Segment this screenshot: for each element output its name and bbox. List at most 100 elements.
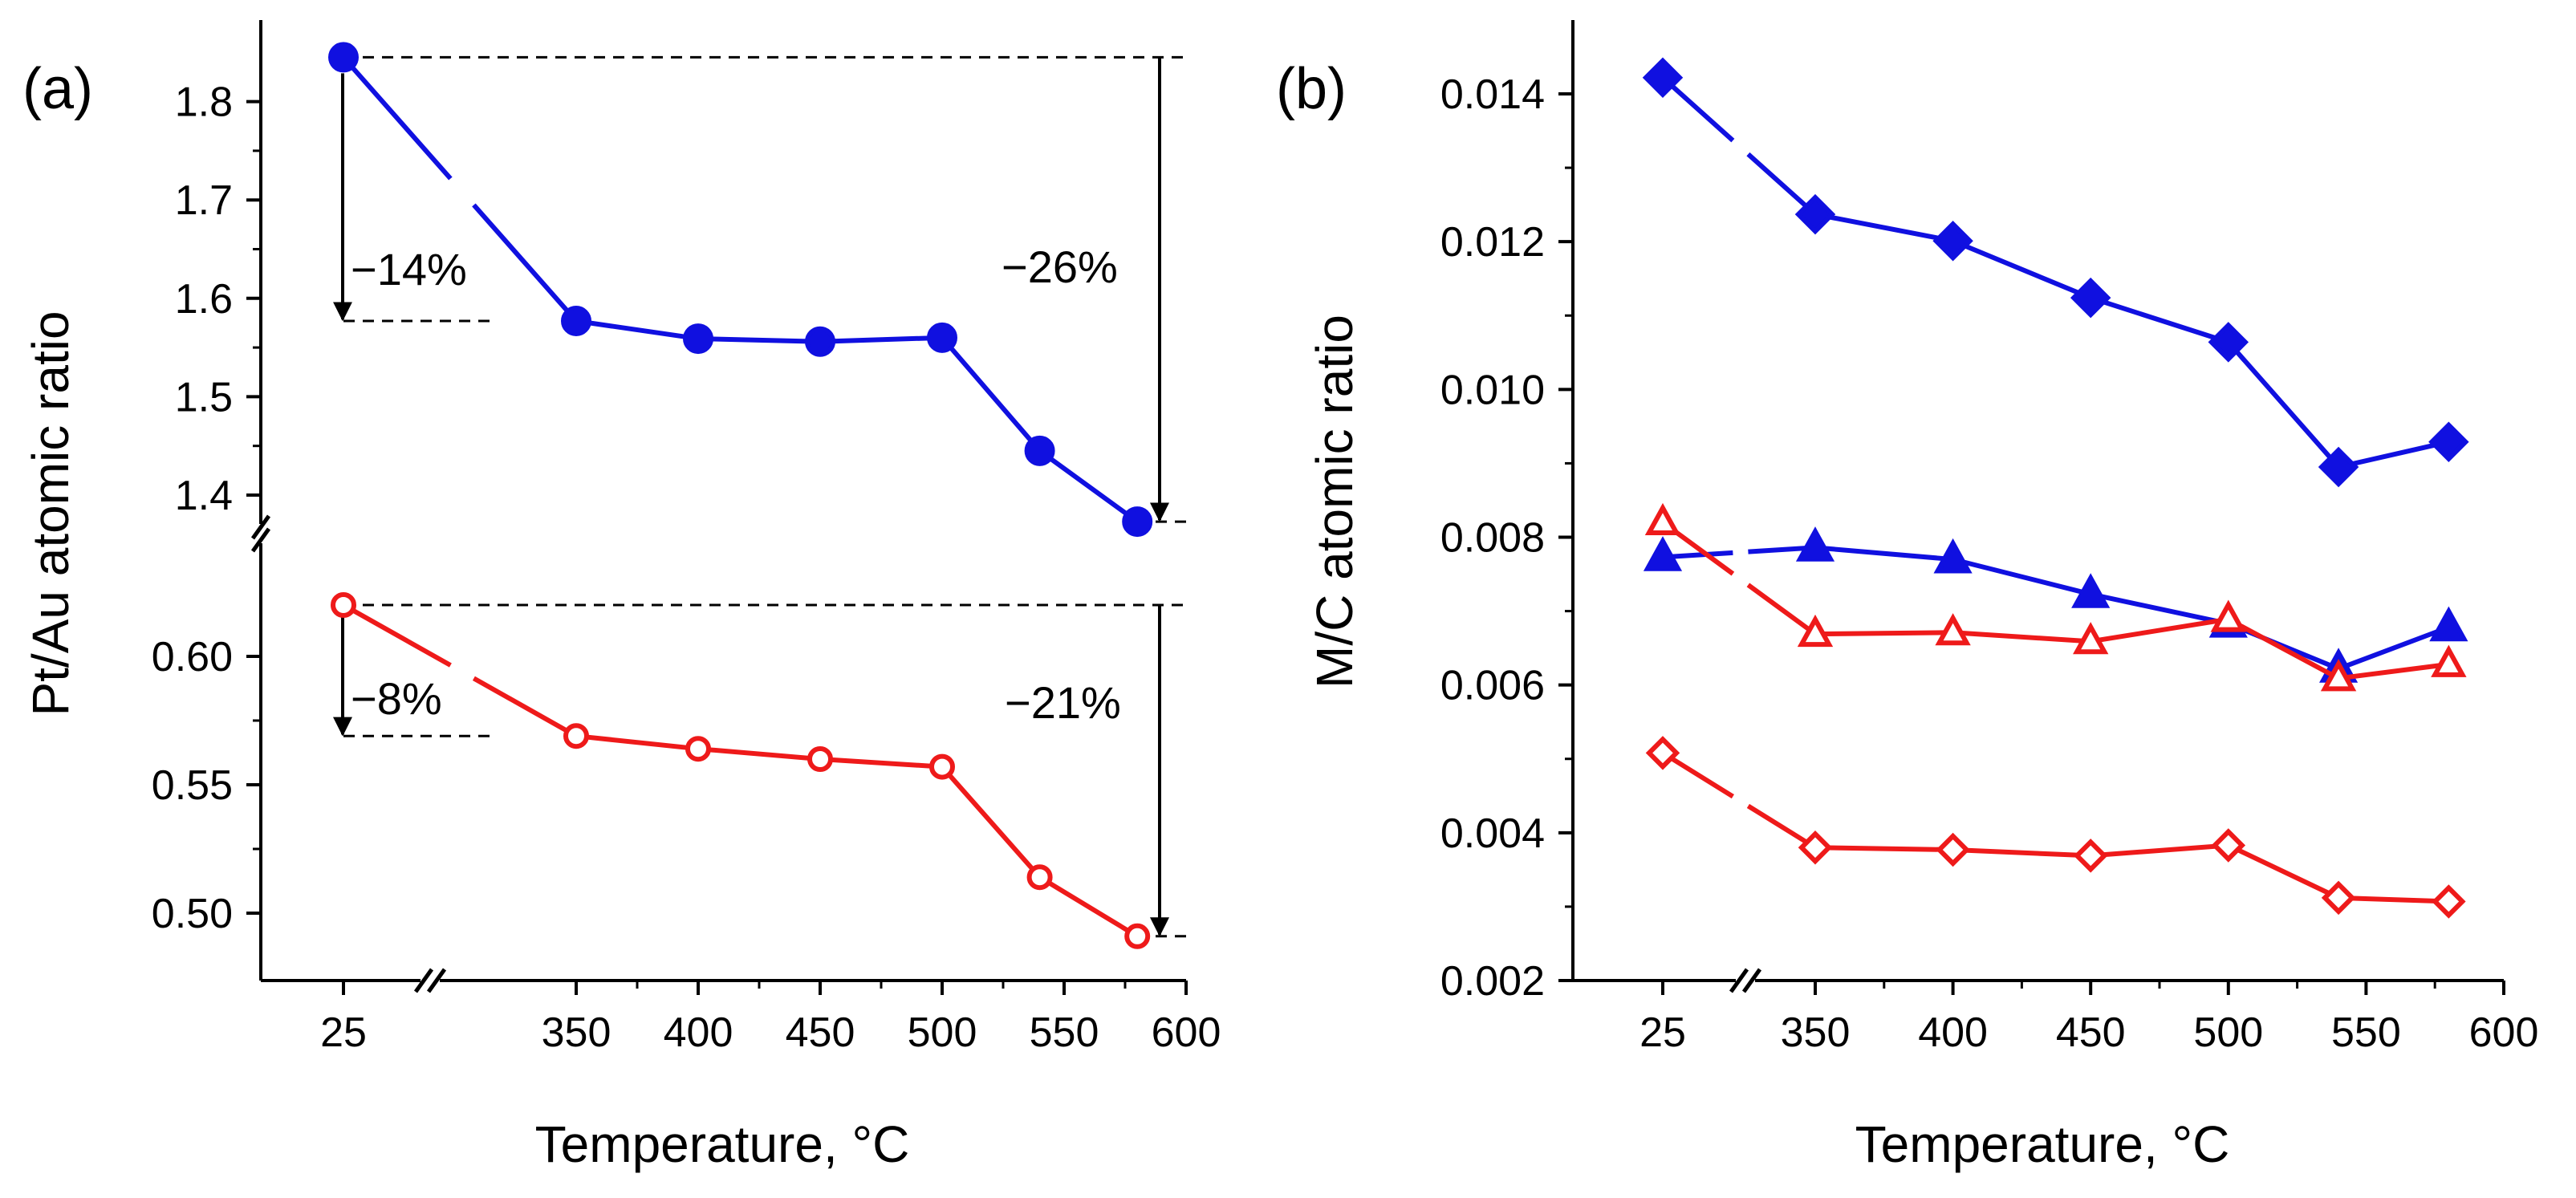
panel-a-y-axis-title: Pt/Au atomic ratio bbox=[22, 311, 79, 716]
panel-b-x-tick-label: 500 bbox=[2193, 1009, 2263, 1056]
panel-b-x-tick-label: 400 bbox=[1918, 1009, 1988, 1056]
panel-b-point-blue-triangle-400 bbox=[1933, 538, 1973, 574]
panel-a-x-tick-label: 25 bbox=[320, 1009, 367, 1056]
panel-a-x-tick-label: 400 bbox=[664, 1009, 733, 1056]
panel-b-point-blue-diamond-540 bbox=[2318, 446, 2359, 488]
panel-a-y-tick-label-upper: 1.7 bbox=[175, 177, 233, 224]
panel-a-point-upper-400 bbox=[683, 323, 713, 355]
panel-a-y-axis-break-slash-0 bbox=[250, 514, 271, 540]
panel-a-x-axis-break-slash-1 bbox=[426, 968, 447, 993]
panel-a-y-tick-label-lower: 0.55 bbox=[152, 762, 233, 809]
panel-b-point-red-diamond-450 bbox=[2073, 839, 2108, 873]
panel-a-y-tick-label-upper: 1.5 bbox=[175, 374, 233, 420]
panel-a-series-line-upper bbox=[341, 55, 1139, 524]
panel-b-x-tick-label: 450 bbox=[2056, 1009, 2126, 1056]
panel-a-x-tick-label: 500 bbox=[908, 1009, 977, 1056]
panel-b-point-red-triangle-450 bbox=[2073, 622, 2109, 655]
panel-a-point-lower-580 bbox=[1124, 923, 1151, 949]
panel-b-point-blue-triangle-450 bbox=[2071, 573, 2111, 608]
panel-b: (b) M/C atomic ratio Temperature, °C 25 3… bbox=[1276, 20, 2538, 1173]
panel-a-point-lower-540 bbox=[1026, 864, 1053, 891]
panel-b-y-tick-label: 0.010 bbox=[1440, 367, 1545, 413]
panel-a-point-upper-500 bbox=[927, 322, 957, 353]
panel-b-axes: 25 350 400 450 500 550 600 0.002 0.004 0.006 0.008… bbox=[1440, 20, 2539, 1056]
panel-b-point-red-triangle-580 bbox=[2431, 644, 2467, 677]
panel-b-x-tick-label: 600 bbox=[2469, 1009, 2539, 1056]
panel-b-point-red-diamond-540 bbox=[2321, 880, 2356, 916]
panel-a-x-axis-title: Temperature, °C bbox=[535, 1115, 910, 1173]
panel-b-point-red-diamond-25 bbox=[1645, 736, 1680, 770]
panel-b-point-red-triangle-25 bbox=[1644, 502, 1681, 536]
panel-a-point-upper-350 bbox=[561, 305, 591, 336]
panel-a-y-tick-label-lower: 0.60 bbox=[152, 634, 233, 680]
panel-b-y-tick-label: 0.006 bbox=[1440, 663, 1545, 709]
panel-b-point-blue-diamond-450 bbox=[2070, 277, 2111, 319]
panel-b-point-red-triangle-400 bbox=[1935, 613, 1971, 646]
annotation-minus-8: −8% bbox=[351, 673, 442, 724]
panel-b-series-line-blue-triangle bbox=[1662, 545, 2450, 672]
panel-b-series-line-blue-diamond bbox=[1660, 75, 2450, 469]
panel-b-y-axis-title: M/C atomic ratio bbox=[1306, 315, 1363, 688]
panel-a-point-upper-580 bbox=[1122, 506, 1153, 538]
panel-b-point-red-triangle-350 bbox=[1797, 614, 1834, 648]
panel-b-x-tick-label: 350 bbox=[1781, 1009, 1851, 1056]
panel-b-x-tick-label: 25 bbox=[1639, 1009, 1686, 1056]
panel-b-y-tick-label: 0.014 bbox=[1440, 71, 1545, 118]
panel-b-y-tick-label: 0.012 bbox=[1440, 219, 1545, 266]
panel-a-x-tick-label: 550 bbox=[1030, 1009, 1099, 1056]
panel-a-x-axis-break bbox=[413, 968, 447, 993]
panel-a-y-tick-label-lower: 0.50 bbox=[152, 891, 233, 937]
panel-b-label: (b) bbox=[1276, 57, 1347, 121]
panel-b-series bbox=[1642, 57, 2469, 919]
panel-b-point-red-diamond-500 bbox=[2211, 828, 2246, 863]
panel-a-y-axis-break bbox=[250, 514, 271, 553]
panel-a: (a) Pt/Au atomic ratio Temperature, °C 2… bbox=[22, 20, 1221, 1173]
panel-b-point-red-diamond-400 bbox=[1936, 832, 1970, 867]
panel-a-series-line-lower bbox=[342, 603, 1139, 939]
panel-a-x-tick-label: 600 bbox=[1152, 1009, 1221, 1056]
panel-b-series-line-red-diamond bbox=[1661, 750, 2449, 904]
panel-b-x-tick-label: 550 bbox=[2331, 1009, 2401, 1056]
panel-a-x-tick-label: 450 bbox=[786, 1009, 855, 1056]
panel-a-x-tick-label: 350 bbox=[542, 1009, 611, 1056]
panel-b-point-blue-diamond-400 bbox=[1932, 221, 1973, 262]
annotation-minus-14: −14% bbox=[351, 244, 467, 294]
panel-b-point-blue-diamond-25 bbox=[1642, 57, 1684, 98]
panel-a-guides bbox=[333, 55, 1186, 938]
annotation-minus-26: −26% bbox=[1002, 242, 1118, 292]
panel-b-point-blue-diamond-580 bbox=[2428, 421, 2469, 462]
panel-b-point-red-triangle-540 bbox=[2320, 659, 2357, 692]
panel-b-point-blue-triangle-25 bbox=[1643, 536, 1683, 571]
panel-b-series-line-red-triangle bbox=[1661, 520, 2449, 681]
panel-b-y-tick-label: 0.002 bbox=[1440, 958, 1545, 1005]
panel-a-point-lower-350 bbox=[563, 723, 589, 749]
panel-b-point-red-diamond-350 bbox=[1798, 830, 1833, 865]
panel-a-y-tick-label-upper: 1.6 bbox=[175, 276, 233, 323]
panel-b-point-red-diamond-580 bbox=[2432, 884, 2466, 919]
panel-a-y-tick-label-upper: 1.8 bbox=[175, 79, 233, 126]
panel-a-series bbox=[328, 42, 1153, 949]
panel-a-point-upper-450 bbox=[805, 326, 835, 357]
panel-b-x-axis-break-slash-0 bbox=[1729, 968, 1749, 993]
annotation-minus-21: −21% bbox=[1005, 677, 1121, 728]
panel-a-point-upper-540 bbox=[1024, 435, 1055, 466]
panel-a-label: (a) bbox=[22, 57, 93, 121]
panel-a-axes: 25 350 400 450 500 550 600 1.4 1.5 1.6 1.7 1.8 0.50 0… bbox=[152, 20, 1221, 1056]
panel-b-point-blue-diamond-500 bbox=[2208, 322, 2249, 363]
panel-a-point-lower-400 bbox=[685, 736, 711, 762]
panel-a-point-lower-25 bbox=[331, 592, 356, 618]
panel-a-x-axis-break-slash-0 bbox=[413, 968, 434, 993]
panel-b-point-red-triangle-500 bbox=[2210, 599, 2246, 632]
panel-b-point-blue-triangle-580 bbox=[2429, 606, 2468, 642]
panel-b-x-axis-break bbox=[1729, 968, 1762, 993]
panel-a-y-axis-break-slash-1 bbox=[250, 527, 271, 553]
panel-a-point-lower-450 bbox=[807, 746, 833, 772]
panel-b-x-axis-title: Temperature, °C bbox=[1855, 1115, 2230, 1173]
panel-a-point-upper-25 bbox=[328, 42, 359, 73]
panel-b-y-tick-label: 0.004 bbox=[1440, 810, 1545, 857]
panel-a-y-tick-label-upper: 1.4 bbox=[175, 473, 233, 519]
panel-a-point-lower-500 bbox=[929, 753, 955, 780]
panel-b-x-axis-break-slash-1 bbox=[1741, 968, 1762, 993]
panel-b-y-tick-label: 0.008 bbox=[1440, 515, 1545, 562]
